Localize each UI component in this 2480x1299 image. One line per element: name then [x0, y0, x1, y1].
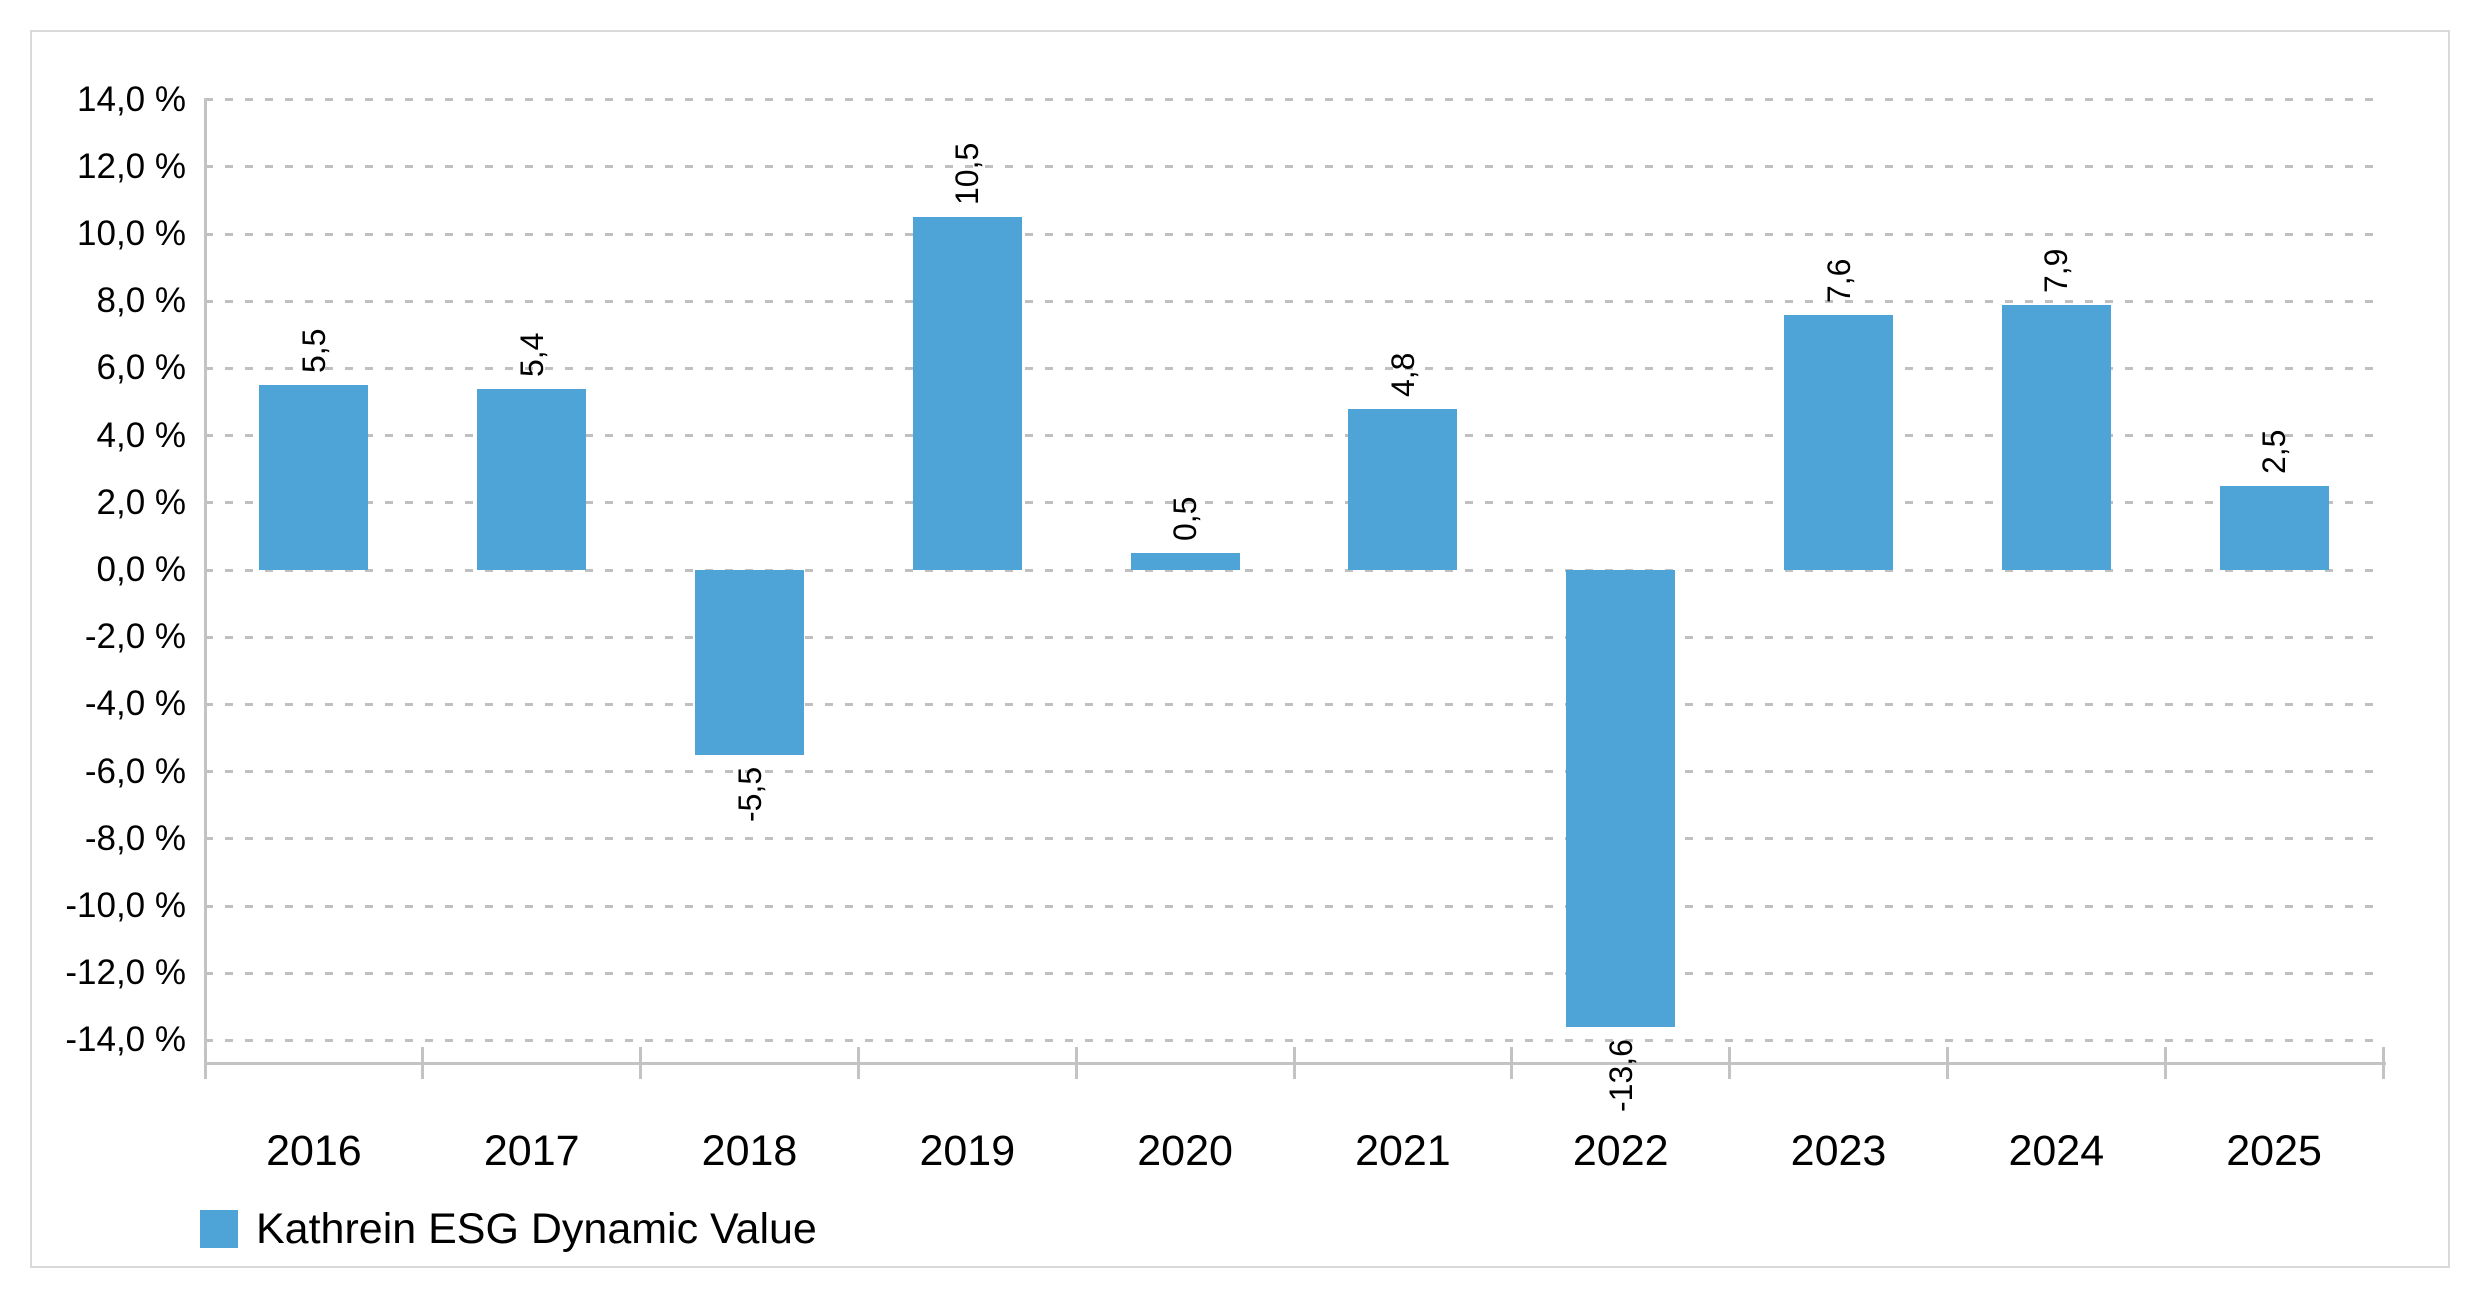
- y-axis-tick-label: 0,0 %: [96, 550, 187, 589]
- y-gridline: [205, 232, 2383, 236]
- y-axis-tick-label: 6,0 %: [96, 348, 187, 388]
- bar: [912, 217, 1022, 570]
- bar: [695, 570, 804, 755]
- y-axis-tick-label: 12,0 %: [77, 146, 186, 186]
- value-label: 7,9: [2038, 248, 2075, 293]
- bar: [1566, 570, 1676, 1027]
- bar: [2219, 486, 2329, 570]
- x-axis-tick-label: 2024: [2008, 1127, 2105, 1175]
- x-axis-tick-label: 2019: [919, 1127, 1016, 1175]
- bar: [2001, 304, 2111, 570]
- bar: [259, 385, 369, 570]
- value-label: 5,5: [295, 328, 332, 374]
- y-gridline: [205, 904, 2383, 908]
- y-axis-tick-label: 4,0 %: [96, 415, 187, 455]
- legend-swatch: [200, 1210, 238, 1248]
- x-axis-boundary-tick: [1510, 1047, 1514, 1079]
- y-axis-tick-label: -6,0 %: [84, 751, 186, 791]
- value-label: 0,5: [1167, 496, 1204, 542]
- y-gridline: [205, 1038, 2383, 1042]
- x-axis-boundary-tick: [1292, 1047, 1296, 1079]
- y-axis-tick-label: -14,0 %: [65, 1020, 186, 1060]
- y-gridline: [205, 635, 2383, 639]
- y-gridline: [205, 501, 2383, 505]
- value-label: 10,5: [949, 142, 986, 206]
- y-gridline: [205, 299, 2383, 303]
- legend-item[interactable]: Kathrein ESG Dynamic Value: [200, 1206, 817, 1252]
- bar: [477, 388, 587, 570]
- x-axis-boundary-tick: [203, 1047, 207, 1079]
- y-gridline: [205, 434, 2383, 438]
- y-axis-tick-label: -2,0 %: [84, 617, 186, 657]
- y-gridline: [205, 770, 2383, 774]
- legend-label: Kathrein ESG Dynamic Value: [256, 1205, 817, 1253]
- bar: [1784, 314, 1893, 570]
- value-label: 5,4: [513, 332, 550, 377]
- y-gridline: [205, 165, 2383, 169]
- y-axis-tick-label: -8,0 %: [84, 818, 186, 858]
- y-gridline: [205, 568, 2383, 572]
- x-axis-tick-label: 2017: [483, 1127, 580, 1175]
- x-axis-tick-label: 2018: [701, 1127, 798, 1175]
- y-gridline: [205, 366, 2383, 370]
- y-gridline: [205, 702, 2383, 706]
- x-axis-boundary-tick: [1728, 1047, 1732, 1079]
- x-axis-boundary-tick: [639, 1047, 643, 1079]
- y-axis-tick-label: -4,0 %: [84, 684, 186, 724]
- y-axis-tick-label: 2,0 %: [96, 482, 187, 522]
- x-axis-boundary-tick: [2163, 1047, 2167, 1079]
- y-axis-tick-label: 8,0 %: [96, 281, 187, 321]
- value-label: -5,5: [731, 766, 768, 822]
- bar: [1348, 408, 1458, 570]
- y-gridline: [205, 98, 2383, 102]
- bar: [1130, 553, 1240, 570]
- y-axis-tick-label: 10,0 %: [77, 214, 186, 253]
- y-gridline: [205, 837, 2383, 841]
- x-axis-tick-label: 2025: [2226, 1127, 2322, 1175]
- x-axis-boundary-tick: [1074, 1047, 1078, 1079]
- x-axis-boundary-tick: [421, 1047, 425, 1079]
- y-axis-tick-label: 14,0 %: [77, 79, 186, 119]
- value-label: 4,8: [1384, 352, 1421, 397]
- y-axis-line: [203, 98, 207, 1079]
- x-axis-tick-label: 2016: [266, 1127, 362, 1175]
- x-axis-tick-label: 2023: [1790, 1127, 1887, 1175]
- x-axis-boundary-tick: [1945, 1047, 1949, 1079]
- x-axis-boundary-tick: [2381, 1047, 2385, 1079]
- y-gridline: [205, 971, 2383, 975]
- x-axis-tick-label: 2021: [1355, 1127, 1451, 1175]
- y-axis-tick-label: -12,0 %: [65, 953, 186, 993]
- value-label: -13,6: [1602, 1039, 1639, 1112]
- chart-frame: [30, 30, 2450, 1268]
- value-label: 2,5: [2256, 429, 2293, 474]
- value-label: 7,6: [1820, 258, 1857, 303]
- x-axis-tick-label: 2020: [1137, 1127, 1233, 1175]
- x-axis-tick-label: 2022: [1572, 1127, 1669, 1175]
- x-axis-boundary-tick: [856, 1047, 860, 1079]
- y-axis-tick-label: -10,0 %: [65, 886, 186, 925]
